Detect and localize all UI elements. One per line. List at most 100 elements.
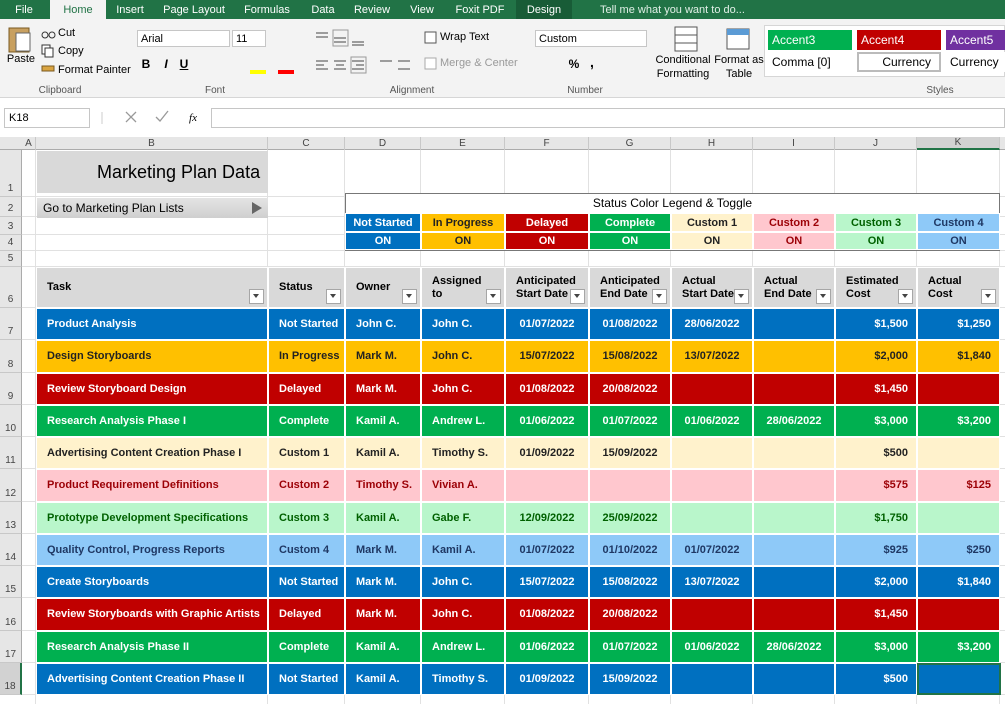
conditional-formatting-button[interactable]: Conditional Formatting bbox=[655, 54, 711, 80]
table-cell[interactable]: 15/07/2022 bbox=[505, 340, 589, 373]
table-cell[interactable]: $1,750 bbox=[835, 501, 917, 534]
table-cell[interactable]: 01/08/2022 bbox=[505, 598, 589, 631]
number-format[interactable]: Custom bbox=[535, 30, 647, 47]
bold-button[interactable]: B bbox=[141, 57, 151, 71]
table-cell[interactable]: $2,000 bbox=[835, 340, 917, 373]
name-box[interactable]: K18 bbox=[4, 108, 90, 128]
table-header[interactable]: Estimated Cost bbox=[835, 267, 917, 308]
column-header[interactable]: F bbox=[505, 137, 589, 150]
table-cell[interactable] bbox=[671, 598, 753, 631]
legend-status[interactable]: Complete bbox=[589, 213, 671, 232]
wrap-text-button[interactable]: Wrap Text bbox=[440, 31, 490, 43]
column-header[interactable]: G bbox=[589, 137, 671, 150]
table-cell[interactable]: Delayed bbox=[268, 598, 345, 631]
ribbon-tab[interactable]: File bbox=[15, 3, 33, 16]
row-header[interactable]: 9 bbox=[0, 372, 22, 405]
table-cell[interactable]: Kamil A. bbox=[345, 437, 421, 470]
table-cell[interactable]: Product Requirement Definitions bbox=[36, 469, 268, 502]
table-cell[interactable]: 01/08/2022 bbox=[589, 308, 671, 341]
table-cell[interactable]: Timothy S. bbox=[421, 437, 505, 470]
table-header[interactable]: Actual Cost bbox=[917, 267, 1000, 308]
table-cell[interactable]: $3,000 bbox=[835, 404, 917, 437]
table-cell[interactable]: Research Analysis Phase II bbox=[36, 630, 268, 663]
row-header[interactable]: 10 bbox=[0, 404, 22, 437]
table-cell[interactable]: Mark M. bbox=[345, 566, 421, 599]
row-header[interactable]: 6 bbox=[0, 267, 22, 308]
filter-button[interactable] bbox=[326, 289, 341, 304]
ribbon-tab[interactable]: Insert bbox=[116, 3, 144, 16]
table-cell[interactable]: $1,840 bbox=[917, 340, 1000, 373]
table-cell[interactable]: $250 bbox=[917, 533, 1000, 566]
table-cell[interactable] bbox=[753, 501, 835, 534]
table-cell[interactable]: Mark M. bbox=[345, 533, 421, 566]
sheet-link[interactable]: Go to Marketing Plan Lists bbox=[37, 198, 268, 218]
legend-toggle[interactable]: ON bbox=[505, 232, 589, 250]
table-cell[interactable]: Review Storyboard Design bbox=[36, 372, 268, 405]
table-header[interactable]: Task bbox=[36, 267, 268, 308]
table-cell[interactable]: 15/08/2022 bbox=[589, 566, 671, 599]
format-painter-button[interactable]: Format Painter bbox=[58, 64, 131, 76]
copy-button[interactable]: Copy bbox=[58, 45, 84, 57]
table-cell[interactable]: Vivian A. bbox=[421, 469, 505, 502]
table-header[interactable]: Anticipated Start Date bbox=[505, 267, 589, 308]
legend-toggle[interactable]: ON bbox=[917, 232, 1000, 250]
cell-style[interactable]: Currency bbox=[946, 52, 1005, 72]
table-cell[interactable]: Mark M. bbox=[345, 372, 421, 405]
table-cell[interactable]: 28/06/2022 bbox=[753, 630, 835, 663]
table-cell[interactable]: 01/07/2022 bbox=[589, 630, 671, 663]
table-cell[interactable] bbox=[753, 533, 835, 566]
row-header[interactable]: 7 bbox=[0, 308, 22, 341]
column-header[interactable]: A bbox=[22, 137, 36, 150]
table-cell[interactable]: $925 bbox=[835, 533, 917, 566]
legend-toggle[interactable]: ON bbox=[835, 232, 917, 250]
table-cell[interactable]: Product Analysis bbox=[36, 308, 268, 341]
legend-toggle[interactable]: ON bbox=[671, 232, 753, 250]
ribbon-tab[interactable]: Page Layout bbox=[163, 3, 225, 16]
table-cell[interactable] bbox=[917, 598, 1000, 631]
table-cell[interactable]: 01/06/2022 bbox=[671, 630, 753, 663]
table-cell[interactable]: 01/09/2022 bbox=[505, 437, 589, 470]
table-cell[interactable]: John C. bbox=[421, 340, 505, 373]
legend-toggle[interactable]: ON bbox=[421, 232, 505, 250]
table-cell[interactable]: Delayed bbox=[268, 372, 345, 405]
table-cell[interactable] bbox=[671, 437, 753, 470]
row-header[interactable]: 17 bbox=[0, 630, 22, 663]
table-cell[interactable]: 15/09/2022 bbox=[589, 437, 671, 470]
tell-me[interactable]: Tell me what you want to do... bbox=[600, 3, 745, 16]
cut-button[interactable]: Cut bbox=[58, 27, 76, 39]
column-header[interactable]: B bbox=[36, 137, 268, 150]
comma-button[interactable]: , bbox=[590, 54, 594, 70]
cell-style[interactable]: Accent3 bbox=[768, 30, 852, 50]
table-cell[interactable]: 01/08/2022 bbox=[505, 372, 589, 405]
table-cell[interactable]: Kamil A. bbox=[421, 533, 505, 566]
percent-button[interactable]: % bbox=[568, 57, 580, 71]
table-cell[interactable]: 01/09/2022 bbox=[505, 662, 589, 695]
table-cell[interactable]: Complete bbox=[268, 630, 345, 663]
table-cell[interactable]: Kamil A. bbox=[345, 662, 421, 695]
filter-button[interactable] bbox=[652, 289, 667, 304]
format-as-table-button[interactable]: Format as Table bbox=[714, 54, 764, 80]
table-cell[interactable]: Timothy S. bbox=[421, 662, 505, 695]
table-header[interactable]: Assigned to bbox=[421, 267, 505, 308]
table-cell[interactable]: Review Storyboards with Graphic Artists bbox=[36, 598, 268, 631]
legend-status[interactable]: Delayed bbox=[505, 213, 589, 232]
filter-button[interactable] bbox=[402, 289, 417, 304]
table-cell[interactable]: 25/09/2022 bbox=[589, 501, 671, 534]
table-cell[interactable] bbox=[753, 437, 835, 470]
table-cell[interactable] bbox=[753, 308, 835, 341]
ribbon-tab[interactable]: View bbox=[410, 3, 434, 16]
table-cell[interactable]: 20/08/2022 bbox=[589, 372, 671, 405]
table-cell[interactable]: Timothy S. bbox=[345, 469, 421, 502]
table-header[interactable]: Actual End Date bbox=[753, 267, 835, 308]
column-header[interactable]: E bbox=[421, 137, 505, 150]
font-color[interactable] bbox=[278, 70, 294, 74]
ribbon-tab[interactable]: Data bbox=[311, 3, 335, 16]
legend-status[interactable]: Not Started bbox=[345, 213, 421, 232]
row-header[interactable]: 1 bbox=[0, 150, 22, 197]
table-cell[interactable] bbox=[671, 662, 753, 695]
table-cell[interactable]: 15/07/2022 bbox=[505, 566, 589, 599]
table-cell[interactable]: Gabe F. bbox=[421, 501, 505, 534]
row-header[interactable]: 18 bbox=[0, 662, 22, 695]
table-cell[interactable]: Andrew L. bbox=[421, 404, 505, 437]
table-cell[interactable]: $575 bbox=[835, 469, 917, 502]
